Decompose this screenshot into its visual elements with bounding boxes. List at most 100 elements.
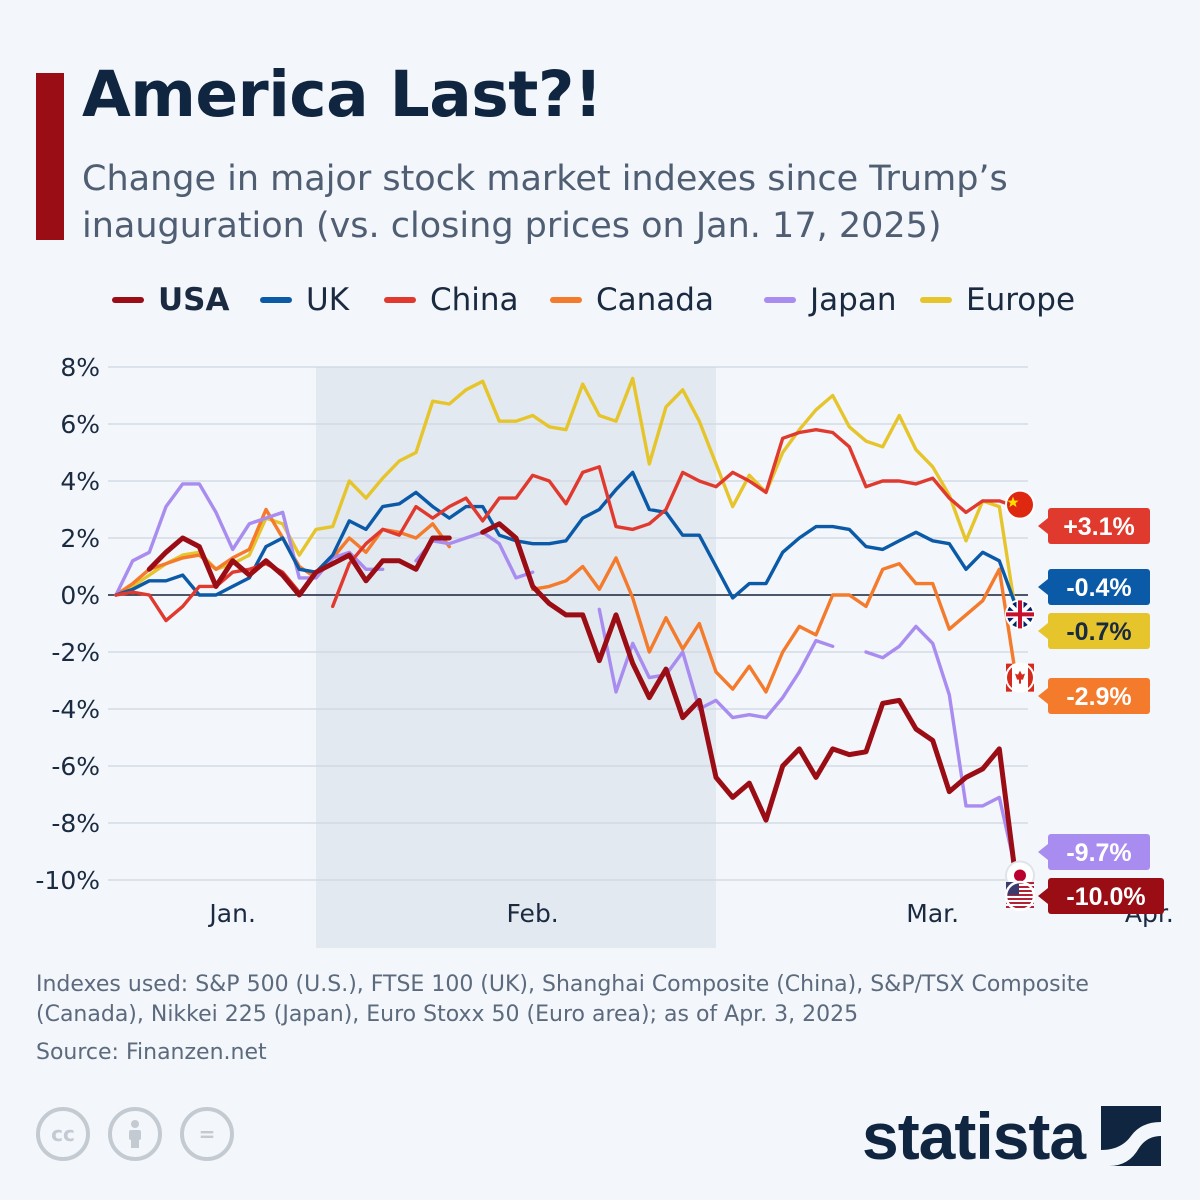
legend-item-japan: Japan [764, 280, 896, 320]
end-label-box [1048, 878, 1164, 914]
legend-item-europe: Europe [920, 280, 1075, 320]
end-label-pointer [1038, 518, 1048, 534]
usa-flag-stripe [1006, 890, 1034, 892]
legend-swatch-canada [550, 297, 582, 303]
legend-item-canada: Canada [550, 280, 714, 320]
y-tick-label: -8% [51, 809, 100, 838]
usa-flag-icon [1004, 880, 1036, 912]
end-label-text: -0.4% [1066, 574, 1131, 602]
canada-flag-left-band [1006, 663, 1012, 692]
x-tick-label: Jan. [207, 899, 255, 928]
country-flags [1004, 489, 1036, 912]
canada-flag-leaf [1015, 670, 1025, 684]
end-label-text: -9.7% [1066, 839, 1131, 867]
end-label-pointer [1038, 688, 1048, 704]
uk-flag-icon [1005, 599, 1035, 630]
y-tick-label: -10% [35, 866, 100, 895]
legend-label-china: China [430, 282, 519, 318]
statista-mark-icon [1101, 1106, 1162, 1166]
series-line-usa [480, 521, 1019, 883]
y-tick-label: 2% [60, 524, 100, 553]
end-label-box [1048, 569, 1150, 605]
brand-logo[interactable]: statista [862, 1098, 1162, 1174]
y-tick-label: 8% [60, 353, 100, 382]
end-label-china: +3.1% [1038, 508, 1150, 544]
end-label-box [1048, 508, 1150, 544]
y-tick-label: -6% [51, 752, 100, 781]
usa-flag-stripe [1006, 906, 1034, 908]
end-label-usa: -10.0% [1038, 878, 1164, 914]
legend-label-japan: Japan [810, 282, 897, 318]
x-tick-label: Mar. [906, 899, 959, 928]
page-subtitle: Change in major stock market indexes sin… [82, 159, 1008, 246]
x-tick-label: Feb. [507, 899, 559, 928]
legend-item-uk: UK [260, 280, 349, 320]
japan-flag-sun [1014, 869, 1026, 882]
series-line-japan [114, 482, 385, 597]
usa-flag-stripe [1006, 894, 1034, 896]
legend-label-canada: Canada [596, 282, 714, 318]
end-label-pointer [1038, 888, 1048, 904]
legend-label-europe: Europe [966, 282, 1076, 318]
canada-flag-ring [1005, 662, 1035, 693]
end-label-pointer [1038, 623, 1048, 639]
canada-flag-icon [1005, 662, 1035, 693]
gridlines [108, 366, 1028, 881]
nd-icon-text: = [198, 1122, 216, 1146]
legend-label-uk: UK [306, 282, 350, 318]
y-tick-label: -4% [51, 695, 100, 724]
shaded-period-0 [316, 367, 716, 948]
end-value-labels: +3.1% -0.4% -0.7% -2.9% -9.7% -10.0% [1038, 508, 1164, 914]
series-line-japan [414, 530, 535, 580]
usa-flag-stripe [1006, 902, 1034, 904]
series-line-usa [146, 535, 452, 598]
y-tick-label: -2% [51, 638, 100, 667]
end-label-europe: -0.7% [1038, 613, 1150, 649]
accent-bar [36, 73, 64, 240]
x-axis-tick-labels: Jan.Feb.Mar.Apr. [207, 899, 1173, 928]
series-uk [114, 470, 1018, 609]
usa-flag-stripe [1006, 886, 1034, 888]
legend-item-usa: USA [112, 280, 230, 320]
brand-name: statista [862, 1099, 1086, 1173]
creative-commons-icon[interactable]: cc [36, 1107, 90, 1161]
end-label-japan: -9.7% [1038, 834, 1150, 870]
y-tick-label: 4% [60, 467, 100, 496]
y-tick-label: 0% [60, 581, 100, 610]
end-label-pointer [1038, 844, 1048, 860]
legend-swatch-japan [764, 297, 796, 303]
end-label-text: +3.1% [1063, 513, 1135, 541]
end-label-pointer [1038, 579, 1048, 595]
legend-swatch-usa [112, 297, 144, 303]
series-japan [114, 482, 1018, 874]
legend-swatch-uk [260, 297, 292, 303]
end-label-text: -2.9% [1066, 683, 1131, 711]
y-axis-tick-labels: 8% 6% 4% 2% 0% -2% -4% -6% -8% -10% [35, 353, 100, 895]
source-note: Source: Finanzen.net [36, 1040, 267, 1065]
series-usa [146, 521, 1019, 883]
series-line-canada [531, 556, 1018, 694]
page-title: America Last?! [82, 58, 603, 131]
chart-legend: USA UK China Canada Japan Europe [112, 280, 1192, 320]
attribution-icon[interactable] [108, 1107, 162, 1161]
series-line-japan [864, 624, 1018, 874]
shaded-periods [316, 367, 716, 948]
usa-flag-ring [1004, 880, 1036, 912]
series-line-uk [114, 470, 1018, 609]
end-label-uk: -0.4% [1038, 569, 1150, 605]
no-derivatives-icon[interactable]: = [180, 1107, 234, 1161]
series-line-china [331, 428, 1018, 609]
end-label-box [1048, 678, 1150, 714]
legend-item-china: China [384, 280, 519, 320]
legend-swatch-europe [920, 297, 952, 303]
person-icon [129, 1120, 141, 1148]
china-flag-icon [1005, 489, 1035, 520]
indexes-note: Indexes used: S&P 500 (U.S.), FTSE 100 (… [36, 972, 1089, 1027]
series-line-japan [597, 607, 835, 720]
end-label-text: -0.7% [1066, 618, 1131, 646]
end-label-text: -10.0% [1066, 883, 1145, 911]
y-tick-label: 6% [60, 410, 100, 439]
end-label-box [1048, 613, 1150, 649]
canada-flag-right-band [1028, 663, 1034, 692]
license-icons: cc = [36, 1107, 234, 1161]
